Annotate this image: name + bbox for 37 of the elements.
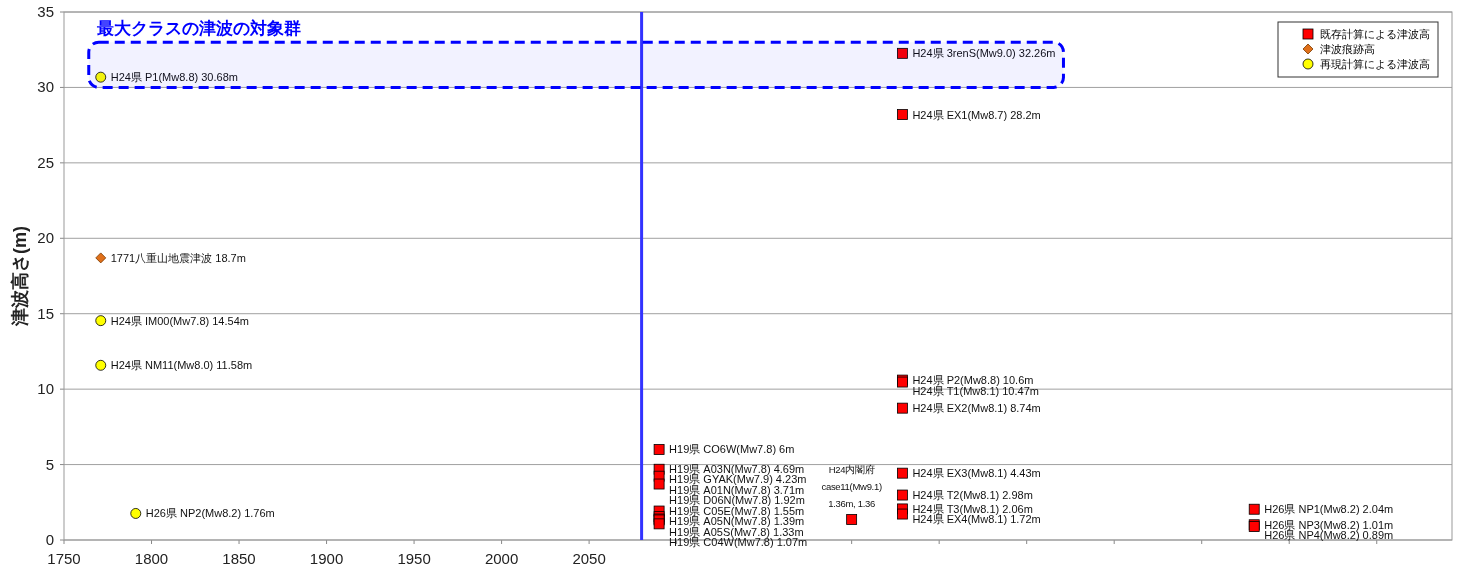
- data-label: H24県 P1(Mw8.8) 30.68m: [110, 71, 238, 84]
- data-label: H24県 EX3(Mw8.1) 4.43m: [912, 467, 1041, 480]
- y-tick-label: 25: [37, 153, 54, 171]
- y-tick-label: 0: [45, 531, 54, 548]
- legend-label: 既存計算による津波高: [1320, 28, 1430, 40]
- band-label: 最大クラスの津波の対象群: [95, 19, 301, 39]
- data-label: H24県 T2(Mw8.1) 2.98m: [912, 489, 1033, 502]
- data-label: H26県 NP3(Mw8.2) 1.01m: [1264, 518, 1394, 531]
- data-label: H24県 IM00(Mw7.8) 14.54m: [110, 314, 249, 327]
- data-label: H24内閣府 case11(Mw9.1) 1.36m, 1.36: [821, 464, 882, 510]
- x-tick-label: 1850: [222, 550, 256, 567]
- x-tick-label: 2050: [572, 550, 606, 567]
- y-tick-label: 10: [37, 380, 54, 398]
- y-tick-label: 15: [37, 304, 54, 322]
- data-label: H19県 CO6W(Mw7.8) 6m: [669, 443, 795, 456]
- y-tick-label: 5: [45, 455, 54, 473]
- x-tick-label: 1900: [309, 550, 344, 567]
- data-label: H24県 T3(Mw8.1) 2.06m: [912, 502, 1033, 515]
- y-tick-label: 30: [37, 78, 54, 96]
- legend-label: 再現計算による津波高: [1320, 58, 1430, 70]
- data-label: 1771八重山地震津波 18.7m: [110, 251, 246, 264]
- x-tick-label: 1950: [397, 550, 431, 567]
- data-label: H24県 EX2(Mw8.1) 8.74m: [912, 402, 1041, 415]
- data-label: H24県 P2(Mw8.8) 10.6m: [912, 374, 1034, 387]
- legend-label: 津波痕跡高: [1320, 43, 1375, 55]
- y-tick-label: 35: [37, 3, 54, 20]
- data-label: H24県 NM11(Mw8.0) 11.58m: [110, 359, 253, 372]
- data-label: H26県 NP1(Mw8.2) 2.04m: [1264, 503, 1394, 516]
- x-tick-label: 2000: [484, 550, 519, 567]
- data-label: H24県 EX1(Mw8.7) 28.2m: [912, 108, 1041, 121]
- data-label: H19県 A03N(Mw7.8) 4.69m: [669, 462, 805, 475]
- y-tick-label: 20: [37, 229, 54, 247]
- y-axis-title: 津波高さ(m): [10, 226, 30, 327]
- data-label: H24県 3renS(Mw9.0) 32.26m: [912, 47, 1056, 60]
- x-tick-label: 1800: [134, 550, 169, 567]
- x-tick-label: 1750: [47, 550, 81, 567]
- data-label: H26県 NP2(Mw8.2) 1.76m: [145, 507, 275, 520]
